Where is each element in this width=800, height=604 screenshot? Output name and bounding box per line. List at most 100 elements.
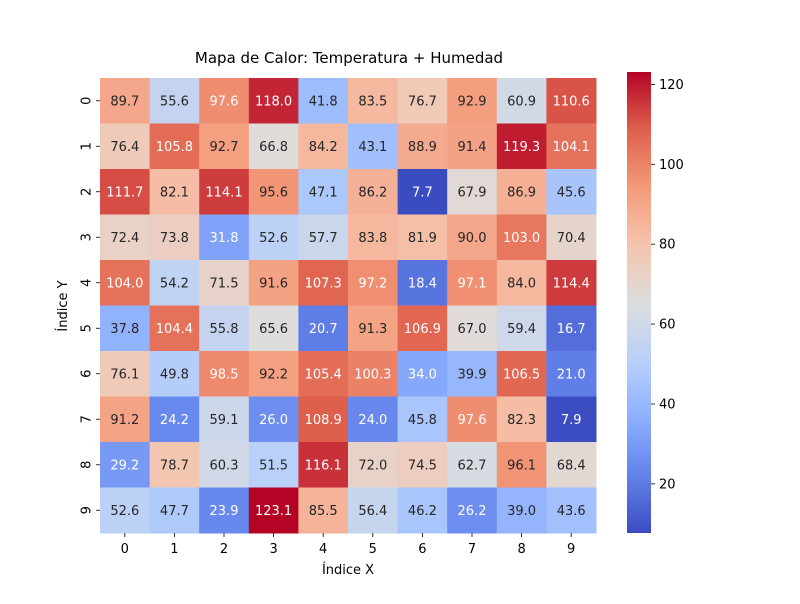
- cell-value-label: 104.1: [553, 140, 590, 155]
- heatmap-cell: [100, 396, 151, 443]
- cell-value-label: 86.2: [358, 185, 387, 200]
- cell-value-label: 7.7: [412, 185, 433, 200]
- cell-value-label: 105.8: [156, 140, 193, 155]
- heatmap-cell: [496, 351, 547, 397]
- heatmap-cell: [496, 214, 547, 261]
- y-tick-label: 1: [80, 142, 95, 150]
- x-tick-label: 0: [121, 542, 129, 557]
- cell-value-label: 70.4: [557, 231, 586, 246]
- cell-value-label: 91.6: [259, 276, 288, 291]
- heatmap-cell: [100, 169, 151, 215]
- cell-value-label: 84.0: [507, 276, 536, 291]
- x-tick-label: 4: [319, 542, 327, 557]
- heatmap-cell: [149, 351, 200, 397]
- colorbar: 20 40 60 80 100 120: [627, 72, 684, 533]
- cell-value-label: 72.4: [110, 231, 139, 246]
- heatmap-cell: [397, 351, 448, 397]
- heatmap-cell: [248, 260, 299, 306]
- heatmap-cell: [397, 123, 448, 170]
- y-axis-label: Índice Y: [55, 280, 71, 331]
- heatmap-cell: [447, 351, 498, 397]
- heatmap-cell: [199, 260, 250, 306]
- heatmap-cell: [199, 487, 250, 534]
- heatmap-cell: [447, 396, 498, 443]
- colorbar-tick-label: 100: [659, 158, 684, 173]
- cell-value-label: 45.6: [557, 185, 586, 200]
- cell-value-label: 26.2: [458, 504, 487, 519]
- cell-value-label: 119.3: [503, 140, 540, 155]
- cell-value-label: 39.9: [458, 367, 487, 382]
- heatmap-cell: [546, 351, 597, 397]
- cell-value-label: 88.9: [408, 140, 437, 155]
- cell-value-label: 76.7: [408, 94, 437, 109]
- heatmap-cell: [397, 169, 448, 215]
- cell-value-label: 20.7: [309, 322, 338, 337]
- heatmap-cell: [248, 396, 299, 443]
- heatmap-cell: [546, 78, 597, 124]
- cell-value-label: 89.7: [110, 94, 139, 109]
- heatmap-cell: [496, 442, 547, 488]
- cell-value-label: 59.4: [507, 322, 536, 337]
- cell-value-label: 95.6: [259, 185, 288, 200]
- cell-value-label: 100.3: [354, 367, 391, 382]
- heatmap-cell: [298, 487, 349, 534]
- cell-value-label: 91.2: [110, 413, 139, 428]
- y-tick-label: 7: [80, 415, 95, 423]
- heatmap-cell: [199, 214, 250, 261]
- heatmap-cell: [447, 487, 498, 534]
- heatmap-cell: [199, 396, 250, 443]
- cell-value-label: 7.9: [561, 413, 582, 428]
- cell-value-label: 37.8: [110, 322, 139, 337]
- cell-value-label: 34.0: [408, 367, 437, 382]
- heatmap-cell: [546, 214, 597, 261]
- cell-value-label: 91.3: [358, 322, 387, 337]
- heatmap-cell: [199, 351, 250, 397]
- heatmap-cell: [546, 260, 597, 306]
- x-axis-label: Índice X: [322, 562, 374, 578]
- cell-value-label: 84.2: [309, 140, 338, 155]
- heatmap-cell: [546, 169, 597, 215]
- cell-value-label: 76.4: [110, 140, 139, 155]
- x-tick-label: 7: [468, 542, 476, 557]
- cell-value-label: 103.0: [503, 231, 540, 246]
- cell-value-label: 74.5: [408, 458, 437, 473]
- heatmap-cell: [546, 305, 597, 352]
- cell-value-label: 97.2: [358, 276, 387, 291]
- colorbar-tick-label: 40: [659, 397, 676, 412]
- heatmap-cell: [546, 123, 597, 170]
- cell-value-label: 72.0: [358, 458, 387, 473]
- cell-value-label: 110.6: [553, 94, 590, 109]
- y-tick-label: 6: [80, 370, 95, 378]
- heatmap-cell: [248, 487, 299, 534]
- heatmap-cell: [149, 442, 200, 488]
- heatmap-cell: [100, 123, 151, 170]
- heatmap-cell: [100, 78, 151, 124]
- cell-value-label: 90.0: [458, 231, 487, 246]
- heatmap-cell: [397, 78, 448, 124]
- colorbar-tick-label: 60: [659, 318, 676, 333]
- heatmap-cell: [447, 169, 498, 215]
- cell-value-label: 49.8: [160, 367, 189, 382]
- colorbar-tick-label: 120: [659, 78, 684, 93]
- cell-value-label: 85.5: [309, 504, 338, 519]
- heatmap-cell: [149, 396, 200, 443]
- heatmap-cell: [496, 260, 547, 306]
- heatmap-cell: [298, 260, 349, 306]
- heatmap-cell: [348, 442, 399, 488]
- heatmap-cell: [298, 351, 349, 397]
- heatmap-cell: [199, 123, 250, 170]
- y-tick-label: 8: [80, 461, 95, 469]
- y-tick-label: 0: [80, 97, 95, 105]
- heatmap-cell: [149, 123, 200, 170]
- y-tick-label: 2: [80, 188, 95, 196]
- cell-value-label: 24.0: [358, 413, 387, 428]
- cell-value-label: 92.2: [259, 367, 288, 382]
- cell-value-label: 91.4: [458, 140, 487, 155]
- heatmap-cell: [447, 214, 498, 261]
- heatmap-cell: [496, 169, 547, 215]
- heatmap-cell: [447, 123, 498, 170]
- cell-value-label: 114.1: [205, 185, 242, 200]
- heatmap-cell: [199, 169, 250, 215]
- x-tick-label: 9: [567, 542, 575, 557]
